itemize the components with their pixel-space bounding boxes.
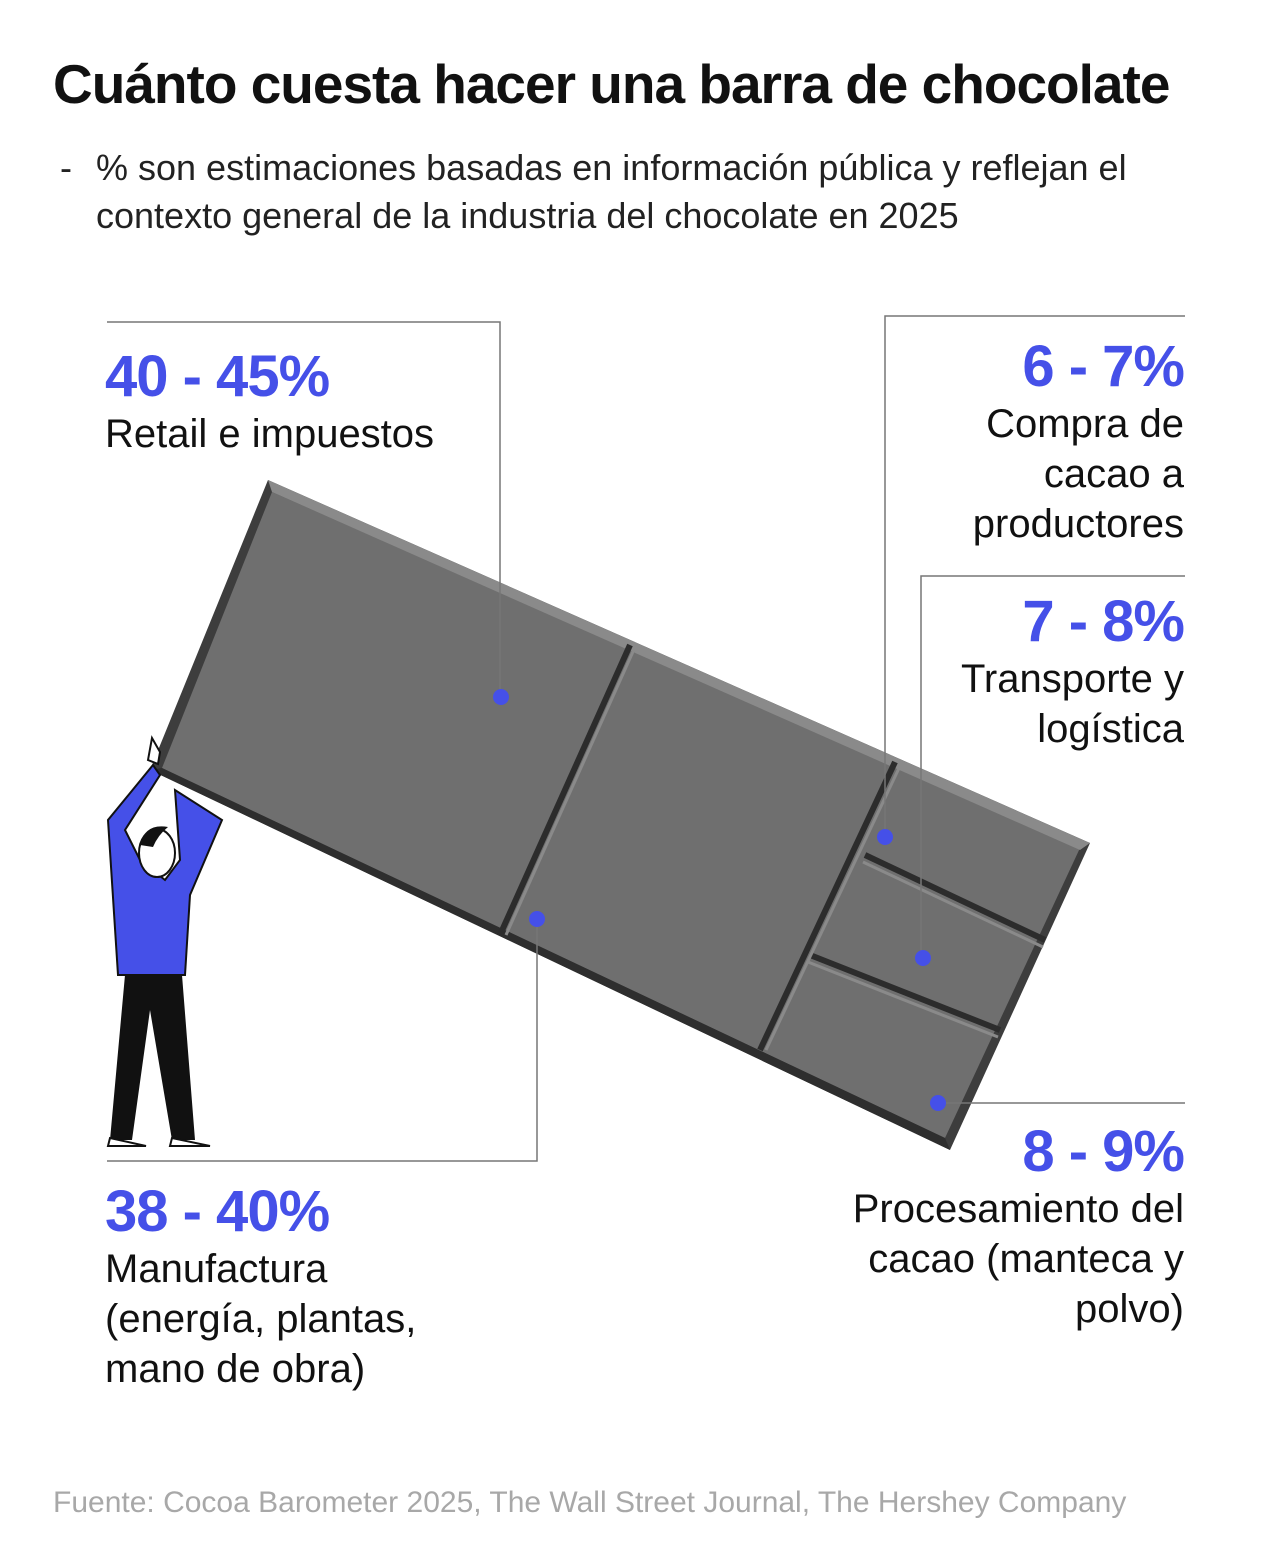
description: Transporte y logística (960, 657, 1184, 751)
description: Retail e impuestos (105, 412, 435, 456)
range: 7 - 8% (1022, 589, 1185, 654)
dot-cacao (877, 829, 893, 845)
range: 8 - 9% (1022, 1119, 1185, 1184)
label-manufactura: 38 - 40% Manufactura (energía, plantas, … (105, 1180, 455, 1394)
description: Manufactura (energía, plantas, mano de o… (105, 1247, 417, 1391)
page-title: Cuánto cuesta hacer una barra de chocola… (53, 53, 1170, 115)
range: 38 - 40% (105, 1179, 330, 1244)
dot-transporte (915, 950, 931, 966)
dot-retail (493, 689, 509, 705)
person-illustration (106, 735, 224, 1147)
dot-manufactura (529, 911, 545, 927)
source-note: Fuente: Cocoa Barometer 2025, The Wall S… (53, 1486, 1127, 1519)
range: 6 - 7% (1022, 334, 1185, 399)
leader-lines (107, 315, 1185, 1162)
subtitle-text: % son estimaciones basadas en informació… (96, 147, 1127, 236)
label-cacao: 6 - 7% Compra de cacao a productores (924, 334, 1185, 549)
bullet: - (60, 147, 72, 188)
label-procesamiento: 8 - 9% Procesamiento del cacao (manteca … (824, 1119, 1185, 1334)
label-retail: 40 - 45% Retail e impuestos (105, 345, 485, 459)
range: 40 - 45% (105, 344, 330, 409)
description: Compra de cacao a productores (972, 402, 1184, 546)
subtitle: - % son estimaciones basadas en informac… (60, 144, 1196, 240)
marker-dots (493, 689, 946, 1111)
dot-procesamiento (930, 1095, 946, 1111)
chocolate-bar (150, 480, 1090, 1150)
description: Procesamiento del cacao (manteca y polvo… (852, 1187, 1184, 1331)
label-transporte: 7 - 8% Transporte y logística (924, 589, 1185, 754)
